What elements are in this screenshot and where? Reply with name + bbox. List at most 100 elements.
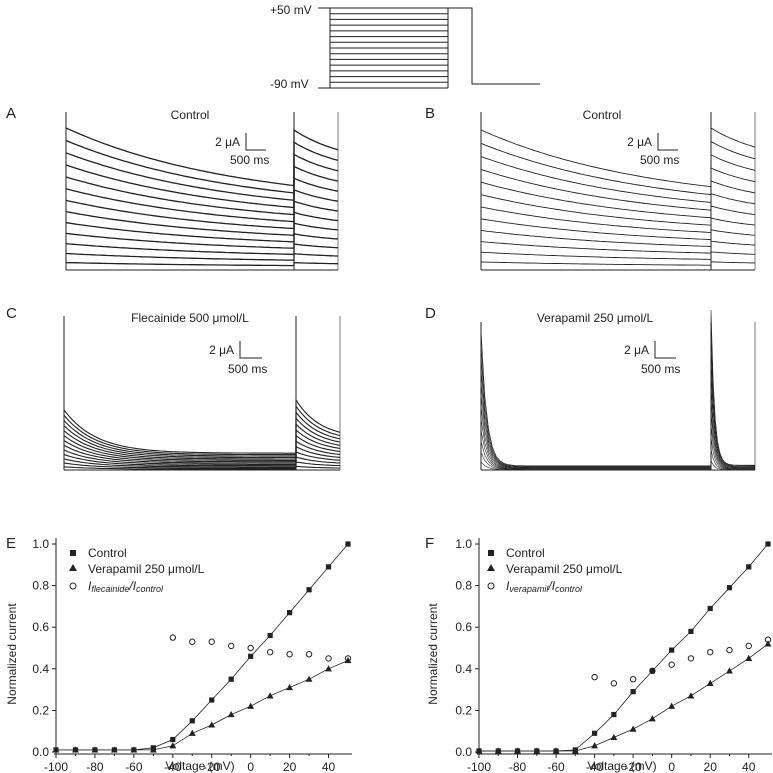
panel-c-scale-current: 2 μA <box>209 343 234 357</box>
panel-a-traces <box>65 112 339 271</box>
x-tick-label: -80 <box>509 760 527 773</box>
panel-e-legend: Control Verapamil 250 μmol/L Iflecainide… <box>69 546 205 594</box>
y-tick-label: 0.0 <box>455 745 472 759</box>
protocol-steps <box>318 7 540 89</box>
panel-f-legend: Control Verapamil 250 μmol/L Iverapamil/… <box>487 546 623 594</box>
legend-circle-marker <box>487 582 495 590</box>
data-point-drug <box>610 733 618 741</box>
current-trace <box>480 309 755 467</box>
data-point-control <box>649 668 655 674</box>
y-tick-label: 0.2 <box>455 703 472 717</box>
panel-f-chart: 0.0 0.2 0.4 0.6 0.8 1.0 -100 -80 -60 -40 -20 0 20 40 <box>455 537 772 773</box>
current-trace <box>480 251 755 260</box>
data-point-ratio <box>726 646 733 654</box>
data-point-drug <box>514 747 521 754</box>
current-trace <box>63 440 341 464</box>
y-tick-label: 1.0 <box>32 537 49 551</box>
panel-b-letter: B <box>425 105 435 122</box>
current-trace <box>480 369 755 468</box>
panel-b-scale-time: 500 ms <box>640 153 679 167</box>
data-point-drug <box>668 702 676 709</box>
x-tick-label: -40 <box>164 760 182 773</box>
current-trace <box>480 261 755 266</box>
data-point-ratio <box>591 673 598 681</box>
data-point-ratio <box>687 655 695 662</box>
data-point-control <box>170 736 176 743</box>
panel-c-scale-time: 500 ms <box>228 362 267 376</box>
current-trace <box>63 428 341 461</box>
x-tick-label: 20 <box>704 760 718 773</box>
panel-d-scale-current: 2 μA <box>624 343 649 357</box>
data-point-ratio <box>228 642 235 650</box>
panel-d-scale-bar: 2 μA 500 ms <box>624 341 680 376</box>
data-point-drug <box>188 729 196 736</box>
y-tick-label: 0.4 <box>32 662 49 676</box>
x-tick-label: -20 <box>624 760 642 773</box>
data-point-drug <box>130 746 138 753</box>
data-point-drug <box>629 725 637 732</box>
data-point-control <box>306 587 312 593</box>
current-trace <box>480 340 755 467</box>
y-tick-label: 0.8 <box>455 579 472 593</box>
data-point-drug <box>325 665 332 672</box>
current-trace <box>480 449 755 470</box>
data-point-control <box>189 718 195 724</box>
data-point-drug <box>649 715 656 722</box>
x-tick-label: 40 <box>322 760 336 773</box>
current-trace <box>65 188 339 223</box>
current-trace <box>63 416 341 459</box>
current-trace <box>63 422 341 460</box>
series-line-drug <box>479 643 769 752</box>
voltage-protocol: +50 mV -90 mV <box>270 3 540 91</box>
current-trace <box>65 210 339 236</box>
current-trace <box>63 461 341 469</box>
data-point-ratio <box>286 651 293 658</box>
data-point-drug <box>149 746 157 753</box>
current-trace <box>65 222 339 243</box>
data-point-drug <box>91 746 99 753</box>
protocol-high-label: +50 mV <box>270 3 312 17</box>
data-point-ratio <box>610 680 618 687</box>
panel-a-scale-time: 500 ms <box>230 153 269 167</box>
data-point-drug <box>687 692 695 699</box>
current-trace <box>480 411 755 469</box>
legend-control-label: Control <box>506 546 545 560</box>
data-point-drug <box>571 747 579 754</box>
data-point-drug <box>72 746 79 753</box>
current-trace <box>65 243 339 256</box>
current-trace <box>480 355 755 468</box>
current-trace <box>480 325 755 467</box>
data-point-ratio <box>649 667 656 675</box>
data-point-control <box>630 689 636 695</box>
current-trace <box>63 398 341 454</box>
panel-f-letter: F <box>425 535 434 552</box>
current-trace <box>65 152 339 202</box>
data-point-drug <box>208 721 216 728</box>
current-trace <box>480 127 756 188</box>
data-point-drug <box>344 656 352 664</box>
current-trace <box>65 232 339 249</box>
data-point-control <box>707 605 713 612</box>
protocol-low-label: -90 mV <box>270 77 309 91</box>
panel-d-letter: D <box>425 305 436 322</box>
legend-control-label: Control <box>88 546 127 560</box>
current-trace <box>65 199 339 230</box>
y-tick-label: 0.2 <box>32 703 49 717</box>
panel-e-letter: E <box>6 535 16 552</box>
current-trace <box>65 127 339 187</box>
y-tick-label: 0.4 <box>455 662 472 676</box>
data-point-drug <box>266 692 274 699</box>
data-point-control <box>325 564 332 570</box>
y-tick-label: 0.0 <box>32 745 49 759</box>
legend-square-marker <box>488 550 494 556</box>
current-trace <box>480 205 756 233</box>
y-tick-label: 0.8 <box>32 579 49 593</box>
series-line-drug <box>56 660 349 751</box>
legend-circle-marker <box>69 582 77 590</box>
panel-c-title: Flecainide 500 μmol/L <box>131 311 249 325</box>
data-point-control <box>248 653 254 659</box>
panel-f-ylabel: Normalized current <box>426 603 440 705</box>
data-point-ratio <box>189 638 196 645</box>
data-point-drug <box>726 667 733 674</box>
